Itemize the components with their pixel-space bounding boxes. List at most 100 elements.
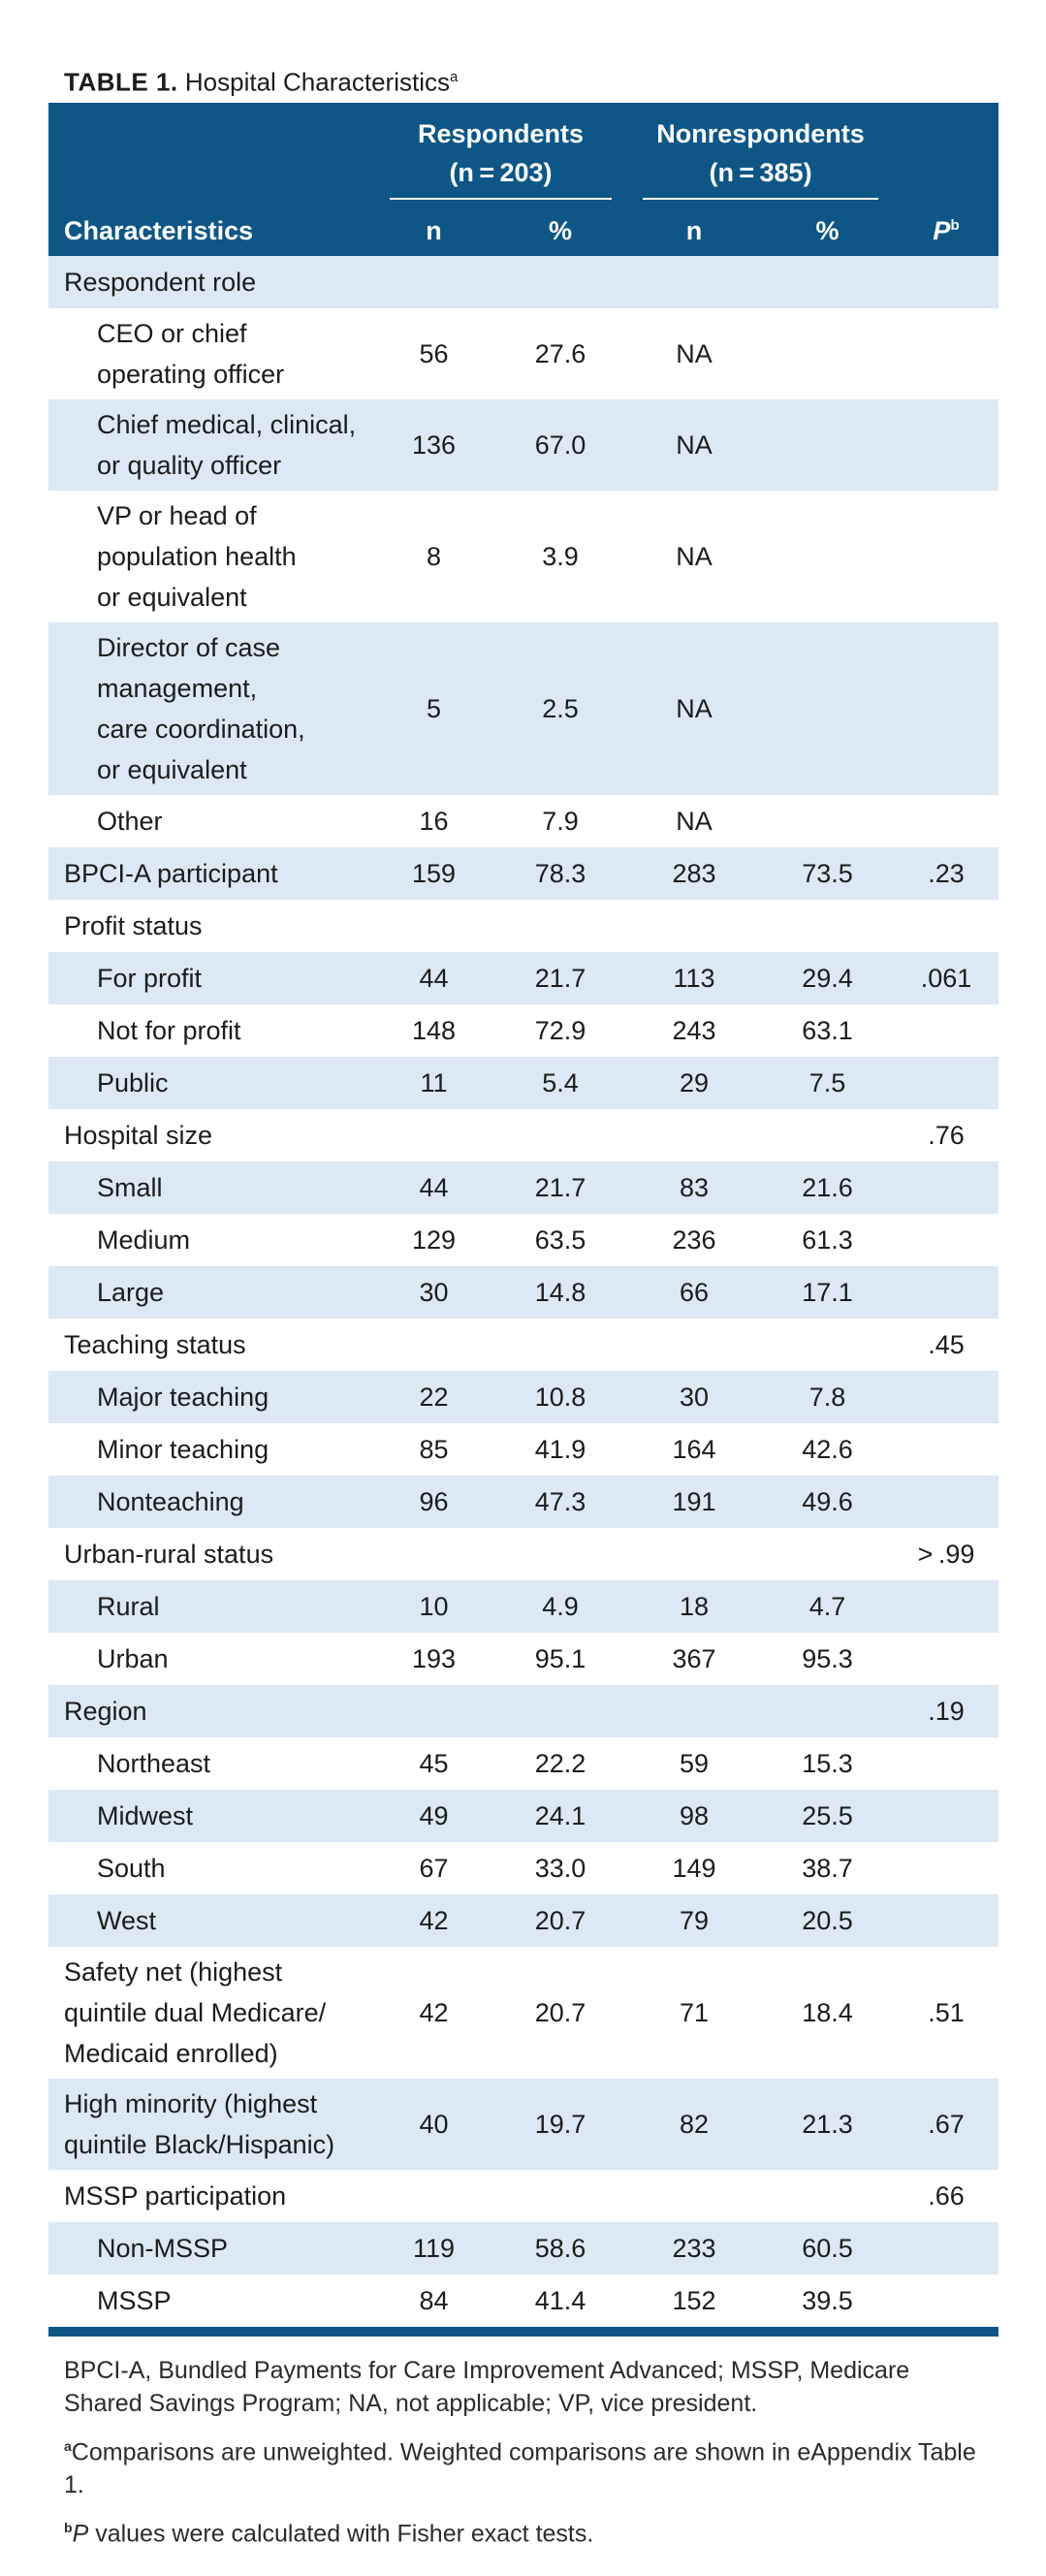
table-row: Region .19	[48, 1685, 999, 1737]
respondents-n-cell: 159	[374, 847, 493, 900]
p-value-cell	[894, 900, 999, 952]
respondents-n-cell: 148	[374, 1004, 493, 1057]
nonrespondents-pct-cell: 25.5	[761, 1790, 895, 1842]
respondents-n-cell	[374, 1319, 493, 1371]
p-value-cell: .51	[894, 1947, 999, 2079]
nonrespondents-n-cell: 18	[627, 1580, 761, 1633]
respondents-pct-cell: 67.0	[493, 399, 627, 491]
p-value-cell	[894, 1790, 999, 1842]
nonrespondents-n-cell	[627, 1319, 761, 1371]
nonrespondents-pct-cell: 61.3	[761, 1214, 895, 1266]
row-label: Urban-rural status	[48, 1528, 374, 1580]
nonrespondents-pct-cell	[761, 2170, 895, 2222]
p-value-cell	[894, 795, 999, 847]
respondents-pct-cell: 24.1	[493, 1790, 627, 1842]
row-label: Nonteaching	[48, 1476, 374, 1528]
table-row: Urban-rural status > .99	[48, 1528, 999, 1580]
respondents-pct-cell: 5.4	[493, 1057, 627, 1109]
nonrespondents-n-cell	[627, 1685, 761, 1737]
table-row: High minority (highest quintile Black/Hi…	[48, 2079, 999, 2170]
nonrespondents-pct-cell	[761, 1109, 895, 1161]
p-value-cell	[894, 1266, 999, 1319]
respondents-label: Respondents	[417, 119, 585, 148]
table-row: South 67 33.0 149 38.7	[48, 1842, 999, 1894]
nonrespondents-n-cell: 191	[627, 1476, 761, 1528]
footnote-b-text: values were calculated with Fisher exact…	[88, 2520, 594, 2548]
respondents-n-cell: 44	[374, 1161, 493, 1214]
row-label: Safety net (highest quintile dual Medica…	[48, 1947, 374, 2079]
respondents-pct-cell: 3.9	[493, 491, 627, 622]
row-label: West	[48, 1894, 374, 1947]
row-label: Hospital size	[48, 1109, 374, 1161]
nonrespondents-n-cell: NA	[627, 399, 761, 491]
nonrespondents-pct-cell	[761, 900, 895, 952]
table-row: Nonteaching 96 47.3 191 49.6	[48, 1476, 999, 1528]
nonrespondents-n-cell: 66	[627, 1266, 761, 1319]
p-value-cell: > .99	[894, 1528, 999, 1580]
respondents-n-cell	[374, 256, 493, 308]
caption-footnote-mark: a	[449, 69, 459, 85]
nonrespondents-n-cell	[627, 1528, 761, 1580]
respondents-n-header: n	[374, 206, 493, 256]
respondents-pct-cell: 4.9	[493, 1580, 627, 1633]
respondents-n-cell	[374, 1109, 493, 1161]
row-label: Minor teaching	[48, 1423, 374, 1476]
respondents-n-cell	[374, 1685, 493, 1737]
nonrespondents-pct-cell	[761, 491, 895, 622]
respondents-n-cell: 96	[374, 1476, 493, 1528]
p-value-cell	[894, 256, 999, 308]
respondents-pct-cell: 7.9	[493, 795, 627, 847]
table-row: Other 16 7.9 NA	[48, 795, 999, 847]
row-label: Chief medical, clinical, or quality offi…	[48, 399, 374, 491]
nonrespondents-pct-cell: 63.1	[761, 1004, 895, 1057]
row-label: Rural	[48, 1580, 374, 1633]
table-row: Urban 193 95.1 367 95.3	[48, 1633, 999, 1685]
table-row: Small 44 21.7 83 21.6	[48, 1161, 999, 1214]
nonrespondents-n-cell: 233	[627, 2222, 761, 2274]
p-value-cell	[894, 1214, 999, 1266]
nonrespondents-n-cell: 243	[627, 1004, 761, 1057]
table-row: MSSP participation .66	[48, 2170, 999, 2222]
p-value-cell: .66	[894, 2170, 999, 2222]
respondents-pct-cell	[493, 1319, 627, 1371]
respondents-pct-cell: 72.9	[493, 1004, 627, 1057]
p-value-cell	[894, 1580, 999, 1633]
respondents-pct-cell: 21.7	[493, 952, 627, 1004]
row-label: CEO or chief operating officer	[48, 308, 374, 399]
respondents-pct-cell: 47.3	[493, 1476, 627, 1528]
respondents-pct-cell: 14.8	[493, 1266, 627, 1319]
respondents-n-cell: 85	[374, 1423, 493, 1476]
respondents-n-cell: 11	[374, 1057, 493, 1109]
abbreviations-note: BPCI-A, Bundled Payments for Care Improv…	[64, 2357, 910, 2417]
row-label: BPCI-A participant	[48, 847, 374, 900]
nonrespondents-n-cell: 152	[627, 2274, 761, 2327]
nonrespondents-label: Nonrespondents	[656, 119, 865, 148]
respondents-count: (n = 203)	[449, 158, 553, 187]
nonrespondents-n-cell: 113	[627, 952, 761, 1004]
p-value-cell: .061	[894, 952, 999, 1004]
nonrespondents-n-cell	[627, 900, 761, 952]
p-footnote-mark: b	[950, 216, 960, 234]
row-label: Respondent role	[48, 256, 374, 308]
respondents-pct-cell: 41.4	[493, 2274, 627, 2327]
table-bottom-rule	[48, 2327, 998, 2337]
p-value-cell: .76	[894, 1109, 999, 1161]
respondents-n-cell: 56	[374, 308, 493, 399]
respondents-pct-cell	[493, 900, 627, 952]
nonrespondents-pct-cell: 38.7	[761, 1842, 895, 1894]
nonrespondents-n-cell: 98	[627, 1790, 761, 1842]
respondents-pct-cell: 20.7	[493, 1894, 627, 1947]
row-label: Director of case management, care coordi…	[48, 622, 374, 795]
table-title: Hospital Characteristics	[184, 67, 450, 97]
row-label: Other	[48, 795, 374, 847]
p-value-cell	[894, 1476, 999, 1528]
respondents-n-cell	[374, 900, 493, 952]
respondents-pct-cell	[493, 1685, 627, 1737]
table-row: BPCI-A participant 159 78.3 283 73.5.23	[48, 847, 999, 900]
nonrespondents-pct-cell: 7.5	[761, 1057, 895, 1109]
row-label: Major teaching	[48, 1371, 374, 1423]
nonrespondents-pct-header: %	[761, 206, 895, 256]
nonrespondents-pct-cell: 21.6	[761, 1161, 895, 1214]
nonrespondents-n-cell: NA	[627, 795, 761, 847]
p-value-cell	[894, 1057, 999, 1109]
